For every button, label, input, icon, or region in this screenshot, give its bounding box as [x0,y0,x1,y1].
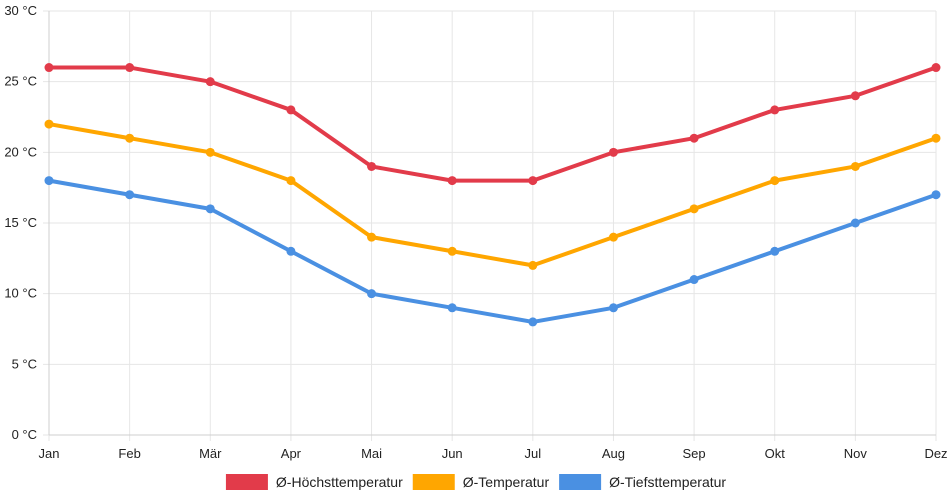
y-tick-label: 25 °C [4,74,37,89]
x-tick-label: Nov [844,446,868,461]
x-tick-label: Mär [199,446,222,461]
data-point[interactable] [447,246,457,256]
legend: Ø-Höchsttemperatur Ø-Temperatur Ø-Tiefstte… [225,474,726,490]
x-tick-label: Mai [361,446,382,461]
data-point[interactable] [770,105,780,115]
x-tick-label: Feb [118,446,140,461]
data-point[interactable] [850,91,860,101]
data-point[interactable] [689,275,699,285]
x-tick-label: Sep [683,446,706,461]
data-point[interactable] [528,317,538,327]
data-point[interactable] [608,232,618,242]
data-point[interactable] [528,260,538,270]
data-point[interactable] [205,77,215,87]
x-tick-label: Apr [281,446,302,461]
data-point[interactable] [850,161,860,171]
y-tick-label: 20 °C [4,144,37,159]
data-point[interactable] [125,190,135,200]
data-point[interactable] [286,105,296,115]
legend-item[interactable]: Ø-Tiefsttemperatur [559,474,726,490]
series-3 [44,176,941,327]
y-tick-label: 15 °C [4,215,37,230]
legend-swatch [225,474,268,490]
x-tick-label: Jun [442,446,463,461]
data-point[interactable] [931,133,941,143]
legend-label: Ø-Tiefsttemperatur [609,474,726,490]
data-point[interactable] [205,204,215,214]
axis-layer: 0 °C 5 °C 10 °C 15 °C 20 °C 25 °C 30 °C Jan Feb M… [4,3,947,461]
data-point[interactable] [205,147,215,157]
x-tick-label: Dez [924,446,947,461]
data-point[interactable] [125,63,135,73]
data-point[interactable] [125,133,135,143]
data-point[interactable] [528,176,538,186]
data-point[interactable] [608,303,618,313]
legend-swatch [412,474,455,490]
y-tick-label: 30 °C [4,3,37,18]
x-tick-label: Aug [602,446,625,461]
data-point[interactable] [367,161,377,171]
data-point[interactable] [447,176,457,186]
data-point[interactable] [286,176,296,186]
data-point[interactable] [286,246,296,256]
data-point[interactable] [689,204,699,214]
series-layer [44,63,941,327]
data-point[interactable] [770,246,780,256]
data-point[interactable] [44,176,54,186]
data-point[interactable] [44,63,54,73]
series-line [47,122,938,268]
data-point[interactable] [367,289,377,299]
series-2 [44,119,941,270]
data-point[interactable] [931,190,941,200]
data-point[interactable] [689,133,699,143]
data-point[interactable] [447,303,457,313]
y-tick-label: 10 °C [4,286,37,301]
series-line [47,65,938,183]
x-tick-label: Jan [39,446,60,461]
series-1 [44,63,941,186]
legend-item[interactable]: Ø-Temperatur [412,474,550,490]
data-point[interactable] [44,119,54,129]
data-point[interactable] [850,218,860,228]
legend-item[interactable]: Ø-Höchsttemperatur [225,474,403,490]
data-point[interactable] [931,63,941,73]
legend-label: Ø-Höchsttemperatur [276,474,403,490]
data-point[interactable] [608,147,618,157]
data-point[interactable] [367,232,377,242]
y-tick-label: 5 °C [12,356,37,371]
data-point[interactable] [770,176,780,186]
legend-swatch [559,474,602,490]
x-tick-label: Okt [765,446,786,461]
x-tick-label: Jul [525,446,542,461]
series-line [47,178,938,324]
legend-label: Ø-Temperatur [463,474,550,490]
y-tick-label: 0 °C [12,427,37,442]
